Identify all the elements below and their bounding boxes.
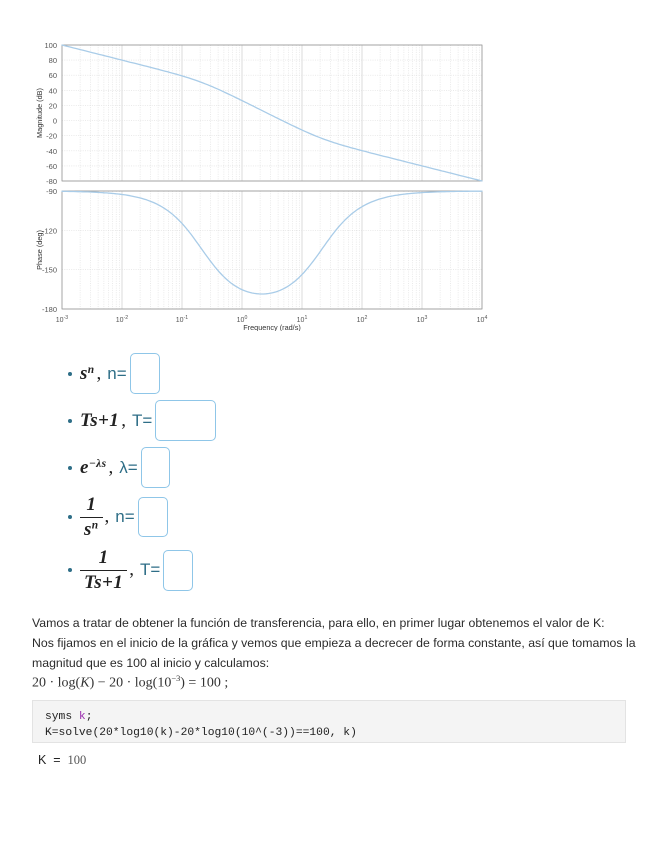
svg-text:100: 100 <box>44 41 57 50</box>
svg-text:-60: -60 <box>46 162 57 171</box>
svg-text:-120: -120 <box>42 226 57 235</box>
svg-text:-20: -20 <box>46 132 57 141</box>
svg-text:-90: -90 <box>46 187 57 196</box>
svg-text:60: 60 <box>49 71 57 80</box>
svg-text:-150: -150 <box>42 266 57 275</box>
svg-text:-40: -40 <box>46 147 57 156</box>
svg-text:Phase (deg): Phase (deg) <box>35 230 44 270</box>
svg-text:Frequency (rad/s): Frequency (rad/s) <box>243 323 301 331</box>
svg-text:80: 80 <box>49 56 57 65</box>
svg-text:-80: -80 <box>46 177 57 186</box>
svg-text:40: 40 <box>49 86 57 95</box>
svg-text:20: 20 <box>49 101 57 110</box>
svg-text:-180: -180 <box>42 305 57 314</box>
svg-text:Magnitude (dB): Magnitude (dB) <box>35 88 44 138</box>
svg-text:0: 0 <box>53 117 57 126</box>
